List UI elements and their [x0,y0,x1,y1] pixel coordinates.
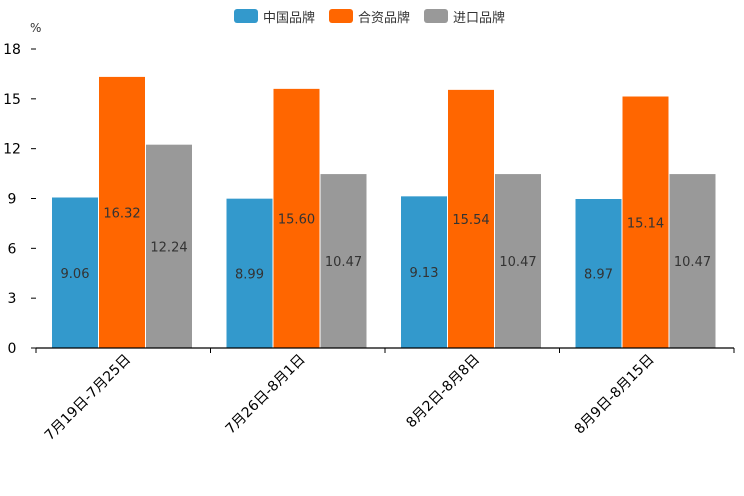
legend-item-joint-venture-brand[interactable]: 合资品牌 [329,8,411,26]
y-tick-label: 15 [3,92,21,108]
bar [669,174,716,348]
bar [575,198,622,348]
x-tick-label: 7月19日-7月25日 [42,352,134,444]
bar [52,197,98,348]
bar [622,96,669,348]
y-tick-label: 6 [8,241,17,257]
bar [448,89,494,348]
legend-label-joint-venture-brand: 合资品牌 [358,10,411,26]
bar-value-label: 9.13 [410,266,439,281]
bar-value-label: 10.47 [325,255,362,270]
bar [401,196,447,348]
legend-swatch-joint-venture-brand [329,9,353,23]
x-tick-label: 7月26日-8月1日 [223,352,309,438]
bar-value-label: 8.99 [235,267,264,282]
y-tick-label: 9 [8,192,17,208]
bar [226,198,273,348]
legend-item-china-brand[interactable]: 中国品牌 [234,8,316,26]
bar [146,144,192,348]
bar-value-label: 15.60 [278,212,315,227]
bar-value-label: 10.47 [499,255,536,270]
x-tick-label: 8月9日-8月15日 [572,352,658,438]
bar-value-label: 15.14 [627,216,664,231]
x-tick-label: 8月2日-8月8日 [403,352,483,432]
bar-value-label: 10.47 [674,255,711,270]
legend-label-import-brand: 进口品牌 [453,10,506,26]
y-axis-unit: % [30,21,42,35]
legend-swatch-import-brand [424,9,448,23]
y-tick-label: 12 [3,142,21,158]
bar [273,88,320,348]
bar-value-label: 8.97 [584,267,613,282]
bar-value-label: 16.32 [103,206,140,221]
legend-swatch-china-brand [234,9,258,23]
bar [99,76,145,348]
y-tick-label: 0 [8,341,17,357]
legend-label-china-brand: 中国品牌 [263,10,316,26]
bar [495,174,541,348]
legend-item-import-brand[interactable]: 进口品牌 [424,8,506,26]
bar-value-label: 12.24 [150,240,187,255]
y-tick-label: 18 [3,42,21,58]
bar-value-label: 15.54 [452,213,489,228]
bar [320,174,367,348]
y-tick-label: 3 [8,291,17,307]
bar-value-label: 9.06 [61,267,90,282]
